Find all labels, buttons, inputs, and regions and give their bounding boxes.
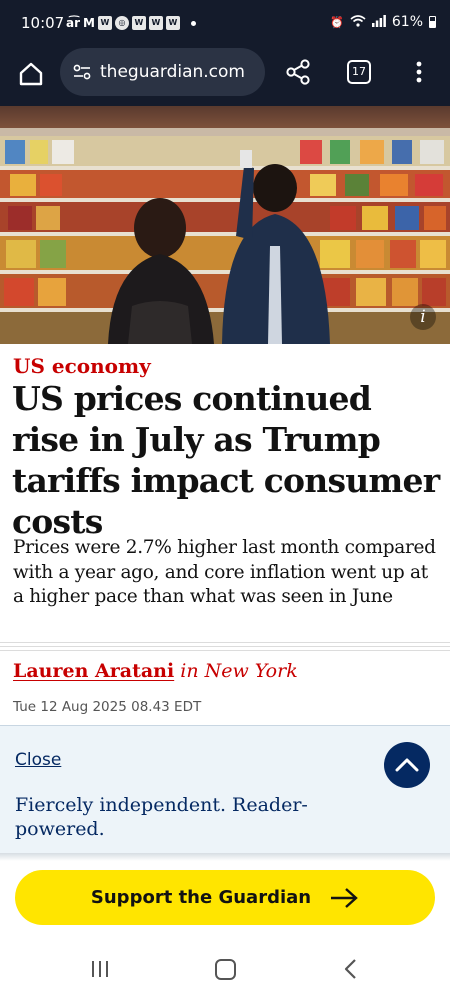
chevron-up-icon	[395, 758, 419, 772]
arrow-right-icon	[331, 887, 358, 908]
air-icon: a͡r	[66, 16, 81, 30]
byline-location: in New York	[180, 660, 298, 682]
system-status: ⏰ 61%	[330, 14, 436, 30]
system-navigation-bar	[0, 940, 450, 1000]
more-vert-icon	[416, 61, 422, 83]
alarm-icon: ⏰	[330, 15, 344, 29]
article-standfirst: Prices were 2.7% higher last month compa…	[13, 537, 436, 607]
banner-close-link[interactable]: Close	[15, 750, 62, 770]
battery-percentage: 61%	[391, 14, 423, 30]
browser-toolbar: theguardian.com 17	[0, 48, 450, 106]
banner-collapse-button[interactable]	[384, 742, 430, 788]
status-bar: 10:07 a͡r M W ◎ W W W ⏰ 61%	[0, 0, 450, 48]
wifi-icon	[350, 14, 366, 30]
recent-apps-icon[interactable]	[90, 960, 110, 978]
home-icon	[19, 62, 43, 86]
divider-lines	[0, 642, 450, 651]
support-the-guardian-button[interactable]: Support the Guardian	[15, 870, 435, 925]
section-kicker[interactable]: US economy	[13, 354, 151, 378]
publish-date: Tue 12 Aug 2025 08.43 EDT	[13, 699, 202, 715]
notification-icons: a͡r M W ◎ W W W	[66, 16, 196, 30]
article-main-image: i	[0, 106, 450, 344]
share-button[interactable]	[284, 58, 312, 86]
signal-icon	[371, 14, 386, 30]
banner-message: Fiercely independent. Reader-powered.	[15, 794, 308, 840]
more-notifications-dot	[190, 20, 196, 26]
home-button[interactable]	[16, 59, 46, 89]
back-icon[interactable]	[343, 958, 359, 980]
support-banner: Close Fiercely independent. Reader-power…	[0, 725, 450, 855]
address-bar[interactable]: theguardian.com	[60, 48, 265, 96]
tab-switcher-button[interactable]: 17	[347, 60, 371, 84]
banner-shadow	[0, 853, 450, 861]
weather-channel-icon: W	[97, 16, 112, 30]
target-icon: ◎	[114, 16, 129, 30]
weather-channel-icon: W	[165, 16, 180, 30]
battery-icon	[429, 16, 436, 28]
support-button-label: Support the Guardian	[90, 887, 312, 908]
gmail-icon: M	[83, 16, 95, 30]
byline: Lauren Aratani in New York	[13, 660, 298, 682]
supermarket-shoppers-image	[0, 106, 450, 344]
author-link[interactable]: Lauren Aratani	[13, 660, 175, 682]
more-menu-button[interactable]	[409, 58, 429, 86]
article-headline: US prices continued rise in July as Trum…	[12, 379, 440, 541]
home-nav-icon[interactable]	[215, 959, 236, 980]
site-settings-icon[interactable]	[72, 62, 92, 82]
status-time: 10:07	[21, 14, 65, 32]
image-info-button[interactable]: i	[410, 304, 436, 330]
share-icon	[286, 59, 310, 85]
weather-channel-icon: W	[131, 16, 146, 30]
weather-channel-icon: W	[148, 16, 163, 30]
url-text[interactable]: theguardian.com	[100, 62, 245, 82]
